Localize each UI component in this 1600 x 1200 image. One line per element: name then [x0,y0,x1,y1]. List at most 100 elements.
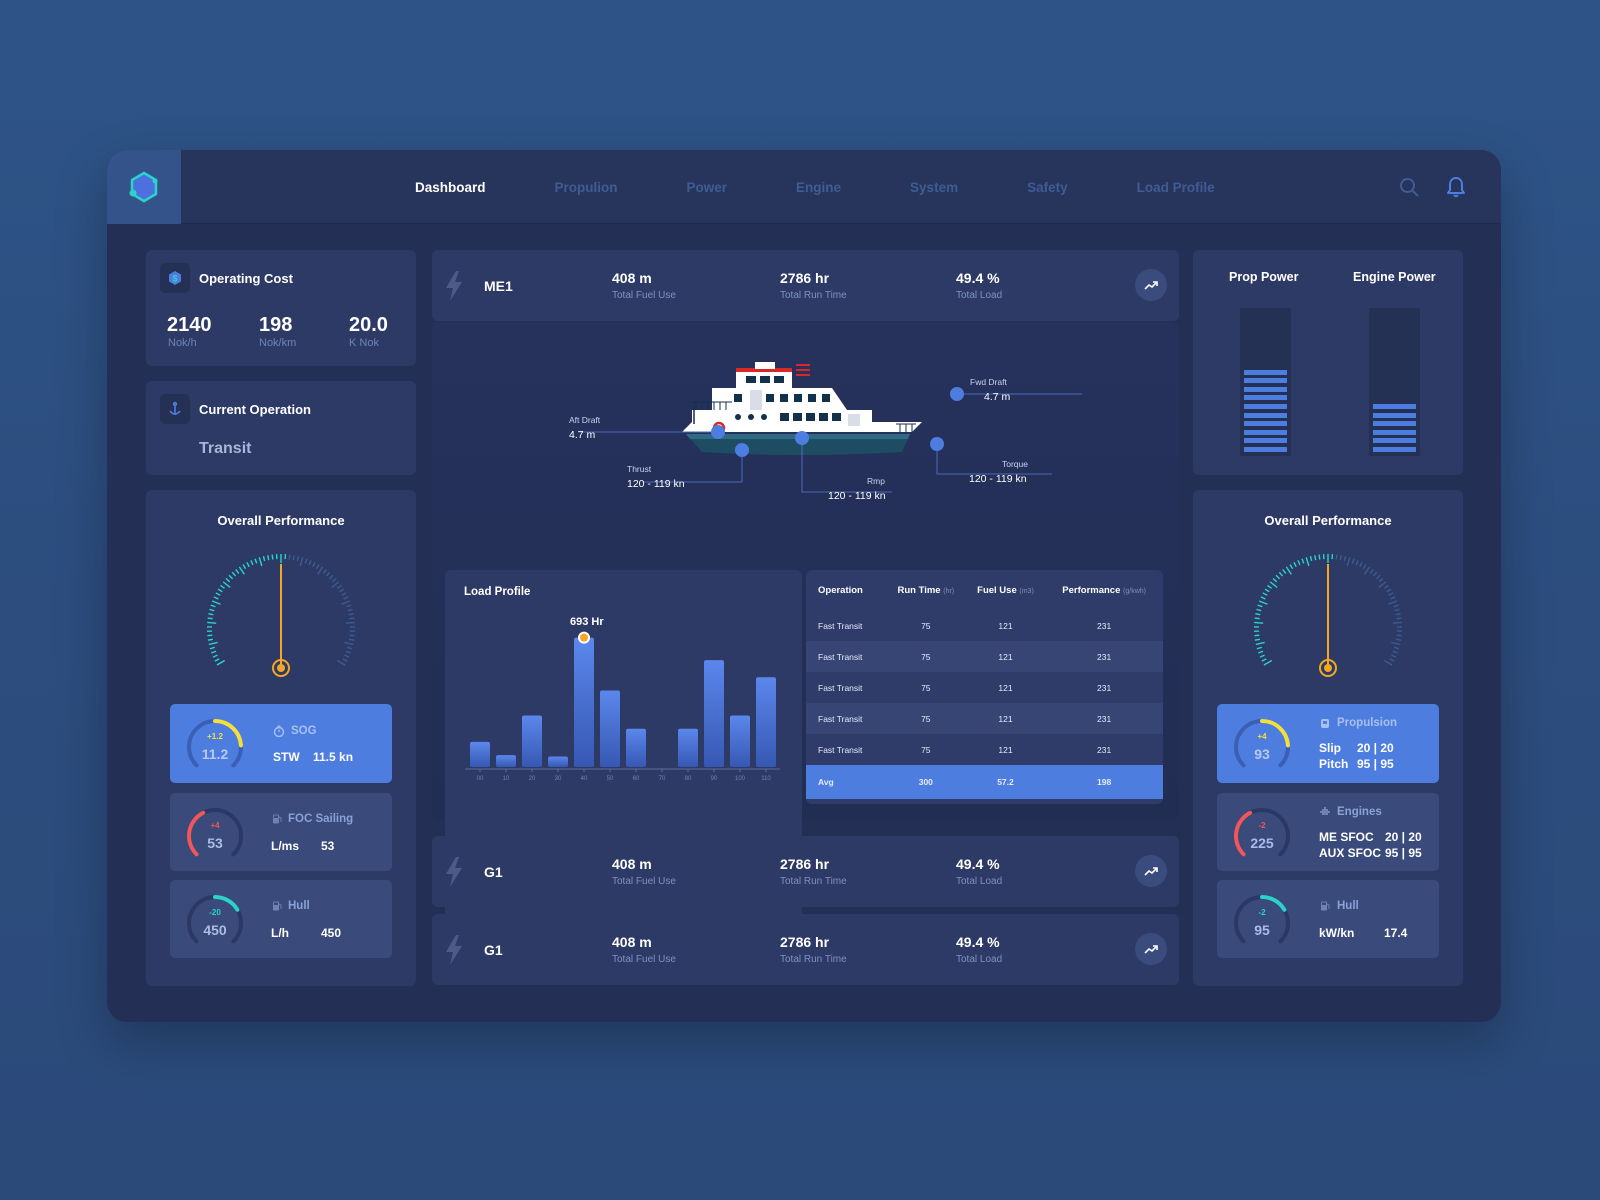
nav-item-dashboard[interactable]: Dashboard [415,179,486,195]
table-cell: Avg [806,765,886,799]
engine-run-value: 2786 hr [780,934,830,950]
table-row[interactable]: Fast Transit 75 121 231 [806,672,1163,703]
chart-bar[interactable] [496,755,516,767]
sog-metric[interactable]: +1.2 11.2 SOG STW 11.5 kn [170,704,392,783]
chart-bar[interactable] [548,756,568,767]
table-header: Performance (g/kwh) [1062,584,1146,596]
engine-icon [1320,807,1330,815]
gauge-tick [1254,621,1264,624]
gauge-tick [1364,566,1371,575]
gauge-tick [331,577,337,583]
table-cell: 121 [965,734,1046,765]
logo[interactable] [107,150,181,224]
gauge-pivot [1319,659,1337,677]
table-cell: 75 [885,641,966,672]
engine-name: G1 [484,864,503,880]
chart-tick-label: 70 [659,776,666,782]
right-hull-metric[interactable]: -2 95 Hull kW/kn 17.4 [1217,880,1439,958]
right-performance-title: Overall Performance [1264,513,1392,528]
gauge-tick [1257,604,1263,608]
gauge-tick [209,646,215,650]
foc-sailing-metric[interactable]: +4 53 FOC Sailing L/ms 53 [170,793,392,871]
chart-bar[interactable] [574,637,594,767]
engine-run-label: Total Run Time [780,290,847,301]
gauge-tick [1388,592,1394,596]
gauge-tick [292,555,295,561]
table-row[interactable]: Fast Transit 75 121 231 [806,641,1163,672]
table-cell: 231 [1045,672,1163,703]
fuel-icon [273,814,282,824]
gauge-tick [1389,658,1395,662]
gauge-tick [1335,554,1338,560]
nav-item-load-profile[interactable]: Load Profile [1136,179,1215,195]
gauge-tick [331,581,340,589]
gauge-tick [1351,558,1355,564]
gauge-tick [317,566,324,575]
right-hull-value: 95 [1254,922,1270,938]
gauge-tick [349,634,355,637]
chart-bar[interactable] [522,715,542,767]
search-button[interactable] [1398,176,1420,198]
power-segment [1244,378,1287,384]
gauge-tick [1391,641,1401,646]
power-card: Prop Power Engine Power [1193,250,1463,475]
prop-power-bar [1240,308,1291,456]
power-segment [1244,404,1287,409]
power-segment [1244,429,1287,435]
chart-bar[interactable] [470,741,490,767]
nav-item-power[interactable]: Power [686,179,728,195]
gauge-tick [349,617,355,620]
me-sfoc-label: ME SFOC [1319,830,1374,844]
engine-run-value: 2786 hr [780,856,830,872]
gauge-tick [231,571,237,577]
chart-bar[interactable] [704,660,724,767]
table-cell: 75 [885,672,966,703]
engines-metric[interactable]: -2 225 Engines ME SFOC 20 | 20 AUX SFOC … [1217,793,1439,871]
gauge-tick [1392,621,1402,624]
gauge-tick [262,555,266,562]
fuel-icon [273,901,282,911]
nav-item-engine[interactable]: Engine [796,179,842,195]
table-cell: 121 [965,610,1046,641]
chart-bar[interactable] [730,715,750,767]
propulsion-metric[interactable]: +4 93 Propulsion Slip 20 | 20 Pitch 95 |… [1217,704,1439,783]
hull-gauge [187,895,243,944]
propeller-icon [1321,719,1329,728]
fwd-draft-label: Fwd Draft [970,377,1007,387]
table-row[interactable]: Fast Transit 75 121 231 [806,610,1163,641]
sog-delta: +1.2 [207,732,223,741]
chart-bar[interactable] [600,690,620,767]
table-cell: Fast Transit [806,610,886,641]
nav-item-propulion[interactable]: Propulion [554,179,618,195]
gauge-tick [238,566,245,575]
chart-tick-label: 00 [477,776,484,782]
hull-metric[interactable]: -20 450 Hull L/h 450 [170,880,392,958]
trend-button[interactable] [1135,855,1167,887]
table-row[interactable]: Fast Transit 75 121 231 [806,734,1163,765]
nav-item-system[interactable]: System [910,179,959,195]
gauge-tick [296,555,300,562]
rmp-value: 120 - 119 kn [828,490,886,502]
notifications-button[interactable] [1445,176,1467,198]
nav-item-safety[interactable]: Safety [1027,179,1068,195]
trending-up-icon [1144,867,1158,876]
chart-bar[interactable] [756,677,776,767]
current-operation-card: Current Operation Transit [146,381,416,475]
table-cell: 121 [965,703,1046,734]
left-performance-card: Overall Performance +1.2 11.2 SOG STW 11… [146,490,416,986]
sog-label: SOG [291,725,317,737]
power-segment [1373,447,1416,452]
trend-button[interactable] [1135,269,1167,301]
trend-button[interactable] [1135,933,1167,965]
gauge-tick [348,613,354,616]
chart-tick-label: 80 [685,776,692,782]
chart-bar[interactable] [626,728,646,767]
torque-label: Torque [1002,459,1028,469]
stopwatch-icon [273,725,285,737]
table-row[interactable]: Fast Transit 75 121 231 [806,703,1163,734]
cost-per-km-value: 198 [259,314,293,336]
gauge-tick [315,564,320,570]
thrust-label: Thrust [627,464,652,474]
engine-power-title: Engine Power [1353,270,1436,284]
chart-bar[interactable] [678,728,698,767]
